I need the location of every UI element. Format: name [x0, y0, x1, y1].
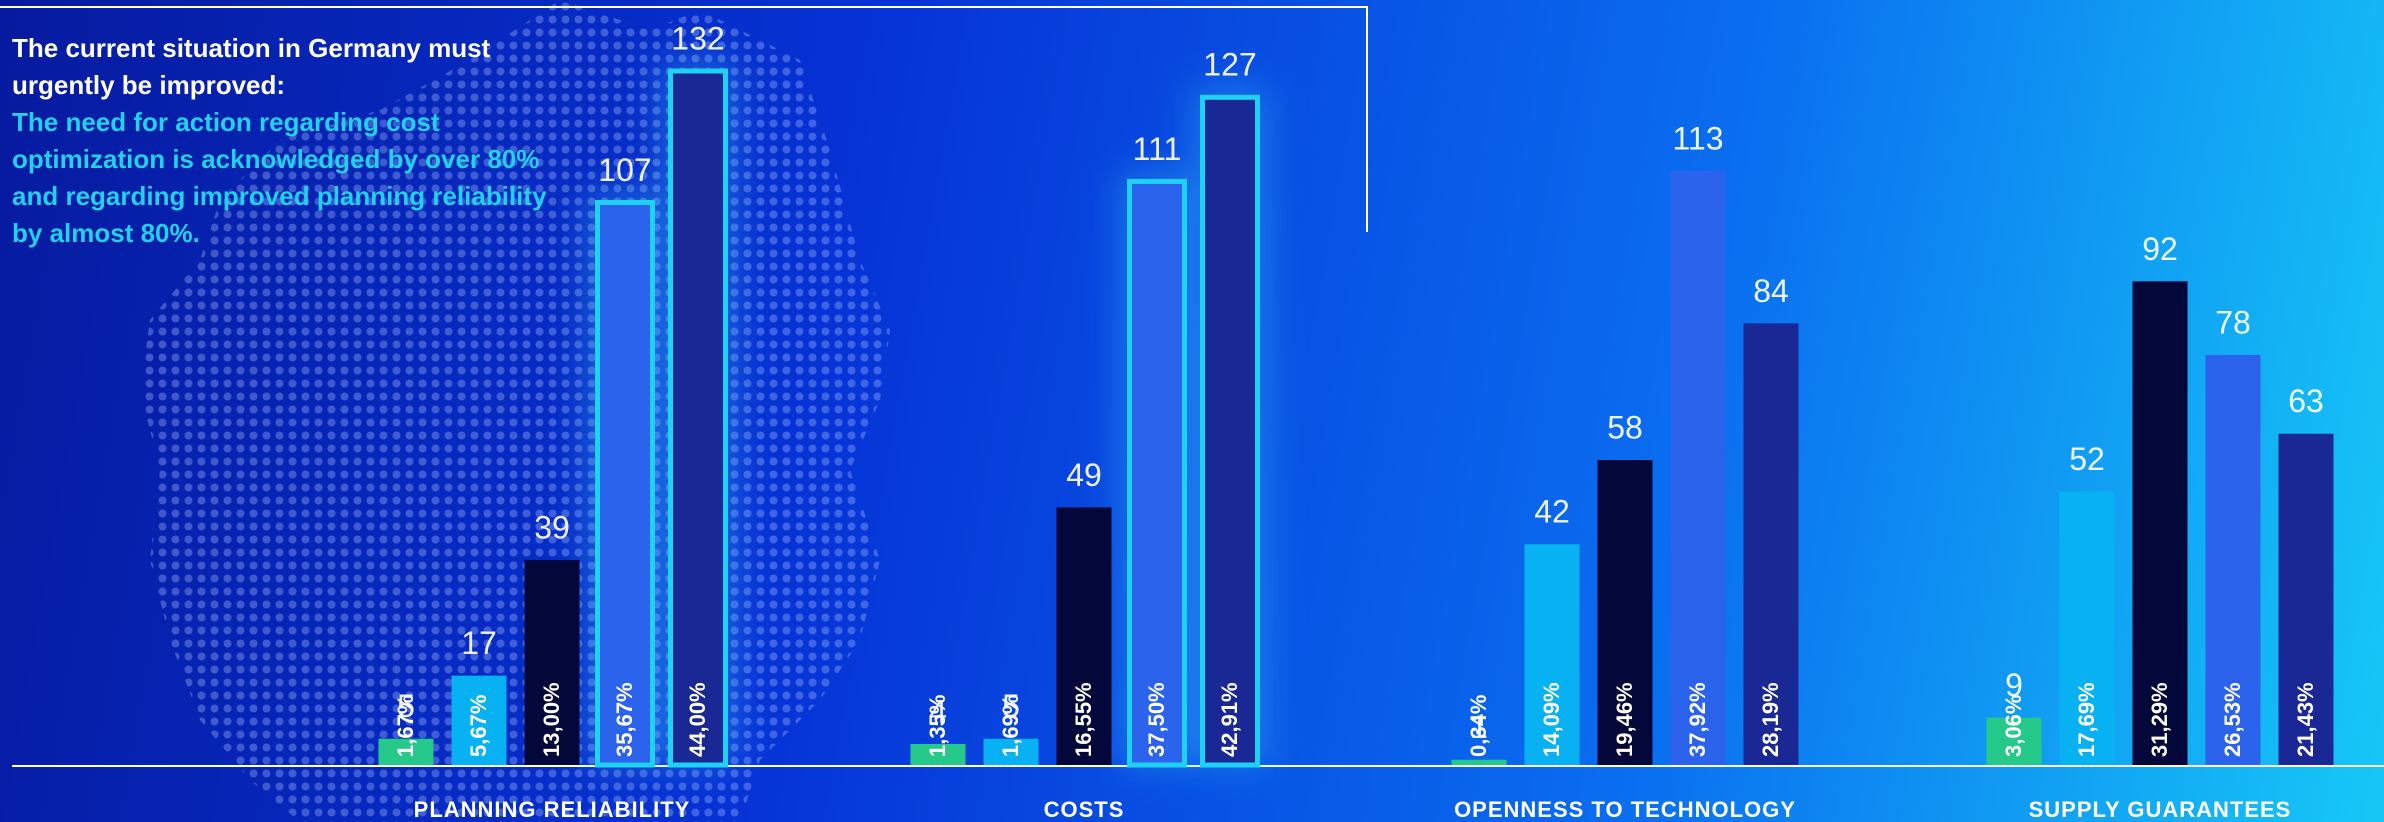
- bar: [983, 738, 1039, 765]
- bar: [668, 68, 728, 768]
- value-label: 63: [2288, 383, 2324, 419]
- value-label: 132: [671, 20, 724, 56]
- value-label: 49: [1066, 457, 1102, 493]
- bar: [2059, 491, 2115, 765]
- value-label: 92: [2142, 231, 2178, 267]
- bar: [1451, 759, 1507, 765]
- bar: [1670, 170, 1726, 766]
- share-label: 0,34%: [1466, 695, 1491, 757]
- value-label: 9: [2005, 667, 2023, 703]
- bar: [1597, 460, 1653, 765]
- bar: [910, 743, 966, 765]
- share-label: 28,19%: [1758, 682, 1783, 757]
- bar: [2205, 354, 2261, 765]
- share-label: 19,46%: [1612, 682, 1637, 757]
- value-label: 113: [1672, 120, 1723, 156]
- value-label: 5: [1002, 688, 1020, 724]
- share-label: 13,00%: [539, 682, 564, 757]
- share-label: 26,53%: [2220, 682, 2245, 757]
- bar: [595, 199, 655, 768]
- bar: [451, 675, 507, 765]
- frame-line: [0, 6, 1368, 232]
- value-label: 84: [1753, 273, 1789, 309]
- bar: [1056, 507, 1112, 765]
- share-label: 3,06%: [2001, 695, 2026, 757]
- category-label: SUPPLY GUARANTEES: [2029, 797, 2292, 822]
- category-label: COSTS: [1044, 797, 1125, 822]
- category-label: OPENNESS TO TECHNOLOGY: [1454, 797, 1796, 822]
- share-label: 17,69%: [2074, 682, 2099, 757]
- value-label: 127: [1203, 47, 1256, 83]
- share-label: 16,55%: [1071, 682, 1096, 757]
- share-label: 14,09%: [1539, 682, 1564, 757]
- bar: [1200, 94, 1260, 768]
- bar: [2132, 281, 2188, 765]
- bar: [1743, 323, 1799, 765]
- bar: [378, 738, 434, 765]
- share-label: 31,29%: [2147, 682, 2172, 757]
- share-label: 35,67%: [612, 682, 637, 757]
- share-label: 42,91%: [1217, 682, 1242, 757]
- value-label: 1: [1470, 709, 1488, 745]
- bar: [1127, 178, 1187, 768]
- bar: [2278, 433, 2334, 765]
- share-label: 1,69%: [998, 695, 1023, 757]
- share-label: 5,67%: [466, 695, 491, 757]
- value-label: 78: [2215, 304, 2251, 340]
- share-label: 37,50%: [1144, 682, 1169, 757]
- share-label: 1,67%: [393, 695, 418, 757]
- value-label: 58: [1607, 410, 1643, 446]
- category-label: PLANNING RELIABILITY: [414, 797, 691, 822]
- value-label: 17: [461, 625, 497, 661]
- value-label: 4: [929, 693, 947, 729]
- bar: [1524, 544, 1580, 765]
- value-label: 5: [397, 688, 415, 724]
- intro-text: The need for action regarding cost optim…: [12, 107, 547, 248]
- intro-heading: The current situation in Germany must ur…: [12, 33, 491, 100]
- value-label: 42: [1534, 494, 1570, 530]
- share-label: 44,00%: [685, 682, 710, 757]
- value-label: 52: [2069, 441, 2105, 477]
- share-label: 37,92%: [1685, 682, 1710, 757]
- value-label: 111: [1133, 131, 1182, 167]
- value-label: 107: [598, 152, 651, 188]
- intro: The current situation in Germany must ur…: [12, 30, 552, 252]
- value-label: 39: [534, 509, 570, 545]
- share-label: 1,35%: [925, 695, 950, 757]
- bar: [524, 559, 580, 765]
- share-label: 21,43%: [2293, 682, 2318, 757]
- bar: [1986, 717, 2042, 765]
